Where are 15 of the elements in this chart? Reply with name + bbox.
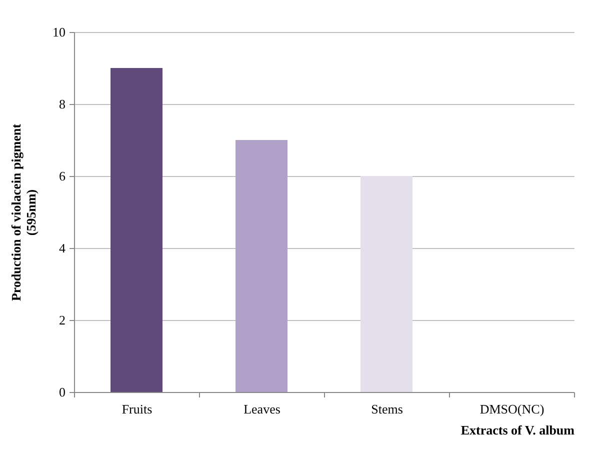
y-tick-label: 2 [59, 312, 66, 328]
x-tick-label: Leaves [244, 402, 280, 416]
y-axis-title: Production of violacein pigment (595nm) [8, 123, 38, 302]
bar [236, 140, 288, 392]
x-tick-label: Stems [371, 402, 403, 416]
x-tick-label: Fruits [122, 402, 152, 416]
y-tick-label: 8 [59, 96, 66, 112]
x-tick-label: DMSO(NC) [480, 402, 544, 416]
x-axis-title: Extracts of V. album [460, 422, 575, 438]
y-tick-label: 10 [52, 24, 66, 40]
bar [360, 176, 412, 392]
bar [110, 68, 162, 392]
y-tick-label: 0 [59, 384, 66, 400]
y-tick-label: 4 [59, 240, 66, 256]
y-tick-label: 6 [59, 168, 66, 184]
